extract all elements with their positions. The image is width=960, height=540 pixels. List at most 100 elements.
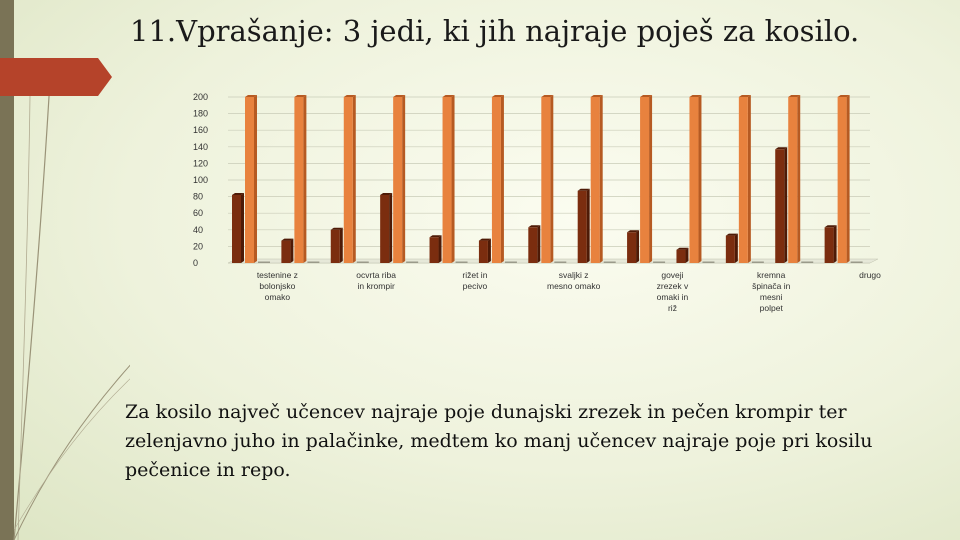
bar-side: [537, 225, 541, 263]
bar-top: [788, 95, 801, 97]
bar-side: [487, 238, 491, 263]
y-tick-label: 40: [193, 225, 203, 235]
bar: [380, 194, 390, 263]
bar: [653, 261, 666, 263]
bar-side: [550, 95, 554, 263]
bar-top: [294, 95, 307, 97]
category-label-line: mesno omako: [547, 281, 601, 291]
category-label: ocvrta riba in krompir: [356, 270, 396, 291]
category-label-line: goveji: [661, 270, 683, 280]
category-label: rižet in pecivo: [462, 270, 487, 291]
bar: [330, 229, 340, 263]
category-label-line: svaljki z: [559, 270, 589, 280]
category-label-line: omako: [265, 292, 291, 302]
bar-side: [747, 95, 751, 263]
bar-side: [734, 233, 738, 263]
bar-side: [438, 235, 442, 263]
bar: [775, 149, 785, 263]
bar: [702, 261, 715, 263]
bar-side: [290, 238, 294, 263]
bar-side: [339, 227, 343, 263]
bar: [850, 261, 863, 263]
bar-side: [649, 95, 653, 263]
bar: [676, 249, 686, 263]
y-tick-label: 140: [193, 142, 208, 152]
bar: [738, 97, 748, 263]
bar-top: [577, 188, 590, 191]
bar: [245, 97, 254, 263]
bar: [837, 97, 847, 263]
category-label: goveji zrezek v omaki in riž: [657, 270, 689, 313]
category-label-line: omaki in: [657, 292, 689, 302]
y-tick-label: 80: [193, 192, 203, 202]
y-tick-label: 0: [193, 258, 198, 268]
bar-side: [254, 95, 257, 263]
bar: [478, 240, 488, 263]
bar-side: [303, 95, 307, 263]
category-label-line: zrezek v: [657, 281, 689, 291]
bar-top: [824, 225, 837, 228]
category-label: testenine z bolonjsko omako: [257, 270, 298, 302]
category-label-line: kremna: [757, 270, 786, 280]
decorative-lines: [13, 79, 130, 540]
bar: [640, 97, 650, 263]
bar-top: [528, 225, 541, 228]
bar-top: [590, 95, 603, 97]
category-label-line: testenine z: [257, 270, 298, 280]
bar: [442, 97, 452, 263]
bar-top: [541, 95, 554, 97]
bar: [406, 261, 419, 263]
title-accent-arrow: [0, 58, 112, 96]
bar: [455, 261, 468, 263]
bar-side: [586, 188, 590, 263]
category-label: kremna špinača in mesni polpet: [752, 270, 791, 313]
bar-top: [837, 95, 850, 97]
y-tick-label: 200: [193, 92, 208, 102]
bar-side: [685, 247, 689, 263]
bar-side: [784, 147, 788, 263]
bar: [232, 194, 241, 263]
slide-title: 11.Vprašanje: 3 jedi, ki jih najraje poj…: [130, 14, 860, 48]
bar-side: [402, 95, 406, 263]
bar-chart: 0 20 40 60 80 100 120 140 160 180 200 testenine z bo…: [193, 92, 881, 313]
category-label-line: rižet in: [462, 270, 487, 280]
bar-top: [478, 238, 491, 241]
bar-top: [627, 230, 640, 233]
bar-top: [491, 95, 504, 97]
bar-top: [442, 95, 455, 97]
bar-top: [380, 192, 393, 195]
bar-top: [725, 233, 738, 236]
bar: [603, 261, 616, 263]
bar-top: [245, 95, 257, 97]
bar: [577, 190, 587, 263]
category-label-line: drugo: [859, 270, 881, 280]
bar-top: [232, 192, 244, 195]
bar-top: [738, 95, 751, 97]
bar-top: [393, 95, 406, 97]
bar: [627, 232, 637, 263]
bar: [294, 97, 304, 263]
bar: [491, 97, 501, 263]
bar: [429, 237, 439, 263]
y-tick-label: 20: [193, 241, 203, 251]
bar-side: [352, 95, 356, 263]
category-label-line: polpet: [760, 303, 784, 313]
bar-side: [241, 192, 244, 263]
category-label-line: pecivo: [463, 281, 488, 291]
bar-top: [429, 235, 442, 238]
category-label-line: riž: [668, 303, 677, 313]
bar: [788, 97, 798, 263]
bar: [541, 97, 551, 263]
y-tick-label: 100: [193, 175, 208, 185]
bar-side: [599, 95, 603, 263]
bar-top: [640, 95, 653, 97]
category-label-line: mesni: [760, 292, 783, 302]
accent-shape: [0, 58, 112, 96]
category-label: svaljki z mesno omako: [547, 270, 601, 291]
bar: [689, 97, 699, 263]
bar-side: [636, 230, 640, 263]
bar-top: [330, 227, 343, 230]
bar: [504, 261, 517, 263]
category-label-line: in krompir: [357, 281, 394, 291]
bar-top: [775, 147, 788, 150]
